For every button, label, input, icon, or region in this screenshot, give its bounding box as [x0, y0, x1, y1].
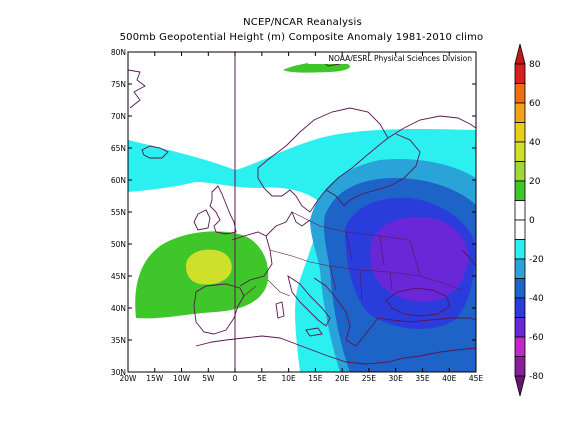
- sicily-coast: [305, 327, 323, 337]
- kola-coast: [387, 115, 476, 139]
- lat-tick-label: 75N: [111, 80, 126, 89]
- lon-tick-label: 25E: [362, 374, 377, 383]
- lon-tick-label: 15E: [308, 374, 323, 383]
- colorbar-band: [514, 83, 526, 104]
- lon-tick-label: 20W: [120, 374, 138, 383]
- lon-tick-label: 20E: [335, 374, 350, 383]
- colorbar-label: -20: [529, 255, 544, 265]
- lon-tick-label: 15W: [146, 374, 164, 383]
- italy-coast: [287, 274, 331, 327]
- colorbar-band: [514, 356, 526, 377]
- lat-tick-label: 45N: [111, 272, 126, 281]
- lat-tick-label: 70N: [111, 112, 126, 121]
- colorbar-bottom-arrow: [514, 375, 526, 397]
- colorbar-band: [514, 200, 526, 221]
- colorbar-labels: 80 60 40 20 0 -20 -40 -60 -80: [529, 60, 544, 382]
- balkans-coast: [313, 277, 379, 347]
- lon-tick-label: 5W: [202, 374, 215, 383]
- lon-tick-label: 10W: [173, 374, 191, 383]
- lon-tick-label: 5E: [257, 374, 267, 383]
- lon-tick-label: 10E: [281, 374, 296, 383]
- colorbar-label: -60: [529, 333, 544, 343]
- colorbar-band: [514, 219, 526, 240]
- colorbar-band: [514, 258, 526, 279]
- sardinia-coast: [275, 301, 285, 319]
- credit-box: [308, 53, 475, 64]
- colorbar-band: [514, 336, 526, 357]
- colorbar-label: -80: [529, 372, 544, 382]
- lat-tick-label: 35N: [111, 336, 126, 345]
- ireland-coast: [193, 209, 211, 231]
- chart-title: NCEP/NCAR Reanalysis: [243, 17, 362, 28]
- coastlines: [128, 54, 476, 365]
- northafrica-coast: [195, 335, 476, 365]
- colorbar-band: [514, 239, 526, 260]
- lon-tick-label: 0: [233, 374, 238, 383]
- greenland-coast: [128, 69, 146, 109]
- lon-tick-label: 30E: [389, 374, 404, 383]
- lat-tick-label: 40N: [111, 304, 126, 313]
- colorbar-band: [514, 317, 526, 338]
- credit-text: NOAA/ESRL Physical Sciences Division: [328, 54, 472, 63]
- latitude-axis: 30N 35N 40N 45N 50N 55N 60N 65N 70N 75N 80N: [111, 48, 476, 377]
- lon-tick-label: 40E: [442, 374, 457, 383]
- colorbar-label: 60: [529, 99, 541, 109]
- positive-anomaly-lightgreen-core: [186, 249, 232, 285]
- colorbar-label: -40: [529, 294, 544, 304]
- lat-tick-label: 60N: [111, 176, 126, 185]
- caspian-coast: [461, 249, 476, 267]
- lat-tick-label: 65N: [111, 144, 126, 153]
- lon-tick-label: 45E: [469, 374, 484, 383]
- positive-anomaly-arctic-blob: [283, 61, 350, 73]
- colorbar-label: 40: [529, 138, 541, 148]
- colorbar-band: [514, 278, 526, 299]
- black-sea-coast: [385, 287, 451, 317]
- colorbar-band: [514, 122, 526, 143]
- colorbar-band: [514, 63, 526, 84]
- colorbar-band: [514, 180, 526, 201]
- colorbar-bands: [514, 43, 526, 397]
- country-borders: [243, 211, 463, 301]
- lat-tick-label: 50N: [111, 240, 126, 249]
- iberia-coast: [193, 283, 245, 335]
- colorbar-label: 0: [529, 216, 535, 226]
- longitude-axis: 20W 15W 10W 5W 0 5E 10E 15E 20E 25E 30E 35E 40E 45E: [120, 52, 484, 383]
- lon-tick-label: 35E: [415, 374, 430, 383]
- colorbar-band: [514, 297, 526, 318]
- lat-tick-label: 55N: [111, 208, 126, 217]
- baltic-coast: [325, 133, 421, 207]
- colorbar-label: 20: [529, 177, 541, 187]
- colorbar-band: [514, 161, 526, 182]
- scandinavia-coast: [257, 107, 389, 213]
- britain-coast: [209, 185, 237, 235]
- chart-subtitle: 500mb Geopotential Height (m) Composite …: [119, 32, 484, 43]
- colorbar-band: [514, 102, 526, 123]
- lat-tick-label: 80N: [111, 48, 126, 57]
- lat-tick-label: 30N: [111, 368, 126, 377]
- colorbar-label: 80: [529, 60, 541, 70]
- colorbar-band: [514, 141, 526, 162]
- colorbar-top-arrow: [514, 43, 526, 65]
- iceland-coast: [141, 145, 169, 159]
- anatolia-coast: [377, 317, 476, 323]
